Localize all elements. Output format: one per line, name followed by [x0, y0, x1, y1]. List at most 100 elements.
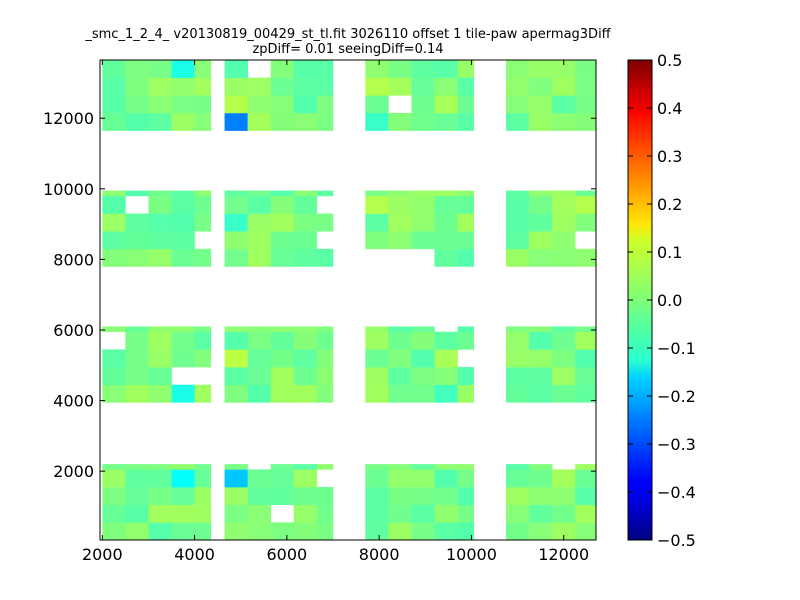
heatmap-cell	[434, 248, 458, 267]
heatmap-cell	[125, 464, 149, 470]
heatmap-cell	[247, 384, 272, 403]
y-tick-label: 2000	[53, 462, 94, 481]
heatmap-cell	[247, 504, 272, 523]
heatmap-cell	[148, 367, 172, 386]
heatmap-cell	[411, 487, 435, 506]
heatmap-cell	[575, 464, 597, 470]
heatmap-cell	[411, 384, 435, 403]
heatmap-cell	[388, 60, 412, 78]
heatmap-cell	[270, 469, 295, 488]
heatmap-cell	[171, 77, 195, 96]
heatmap-cell	[247, 349, 272, 368]
colorbar-tick-label: 0.3	[657, 147, 682, 166]
heatmap-cell	[506, 522, 530, 541]
heatmap-cell	[529, 522, 553, 541]
heatmap-cell	[125, 331, 149, 350]
y-tick-label: 8000	[53, 250, 94, 269]
heatmap-cell	[194, 464, 212, 470]
heatmap-cell	[552, 112, 576, 131]
heatmap-cell	[388, 349, 412, 368]
heatmap-cell	[506, 195, 530, 214]
heatmap-cell	[102, 487, 126, 506]
heatmap-cell	[171, 195, 195, 214]
heatmap-cell	[457, 464, 475, 470]
heatmap-cell	[102, 112, 126, 131]
colorbar-tick-label: −0.1	[657, 339, 696, 358]
heatmap-cell	[552, 469, 576, 488]
heatmap-cell	[529, 331, 553, 350]
heatmap-cell	[365, 384, 389, 403]
heatmap-cell	[194, 95, 212, 114]
heatmap-cell	[434, 487, 458, 506]
heatmap-cell	[552, 349, 576, 368]
heatmap-cell	[316, 349, 334, 368]
heatmap-cell	[270, 326, 295, 333]
heatmap-cell	[171, 487, 195, 506]
heatmap-cell	[148, 504, 172, 523]
heatmap-cell	[316, 384, 334, 403]
heatmap-cell	[270, 195, 295, 214]
heatmap-cell	[102, 464, 126, 470]
heatmap-cell	[575, 77, 597, 96]
heatmap-cell	[365, 95, 389, 114]
heatmap-cell	[102, 60, 126, 78]
heatmap-cell	[552, 190, 576, 197]
heatmap-cell	[388, 77, 412, 96]
heatmap-cell	[506, 349, 530, 368]
heatmap-cell	[148, 112, 172, 131]
plot-background	[100, 60, 596, 540]
heatmap-cell	[148, 331, 172, 350]
heatmap-cell	[102, 77, 126, 96]
heatmap-cell	[575, 384, 597, 403]
heatmap-cell	[575, 213, 597, 232]
heatmap-cell	[247, 367, 272, 386]
heatmap-cell	[102, 522, 126, 541]
heatmap-cell	[529, 367, 553, 386]
heatmap-cell	[293, 190, 318, 197]
heatmap-cell	[388, 231, 412, 250]
heatmap-cell	[552, 195, 576, 214]
colorbar-tick-label: 0.0	[657, 291, 682, 310]
heatmap-cell	[434, 349, 458, 368]
heatmap-cell	[575, 248, 597, 267]
heatmap-cell	[529, 248, 553, 267]
x-tick-label: 12000	[538, 545, 589, 564]
heatmap-cell	[224, 464, 248, 470]
heatmap-cell	[506, 77, 530, 96]
heatmap-cell	[247, 190, 272, 197]
heatmap-cell	[552, 367, 576, 386]
heatmap-cell	[194, 60, 212, 78]
heatmap-cell	[148, 195, 172, 214]
heatmap-cell	[529, 190, 553, 197]
colorbar-tick-label: 0.2	[657, 195, 682, 214]
heatmap-cell	[293, 326, 318, 333]
heatmap-cell	[148, 326, 172, 333]
heatmap-cell	[224, 326, 248, 333]
heatmap-cell	[102, 349, 126, 368]
y-tick-label: 10000	[43, 180, 94, 199]
heatmap-cell	[171, 112, 195, 131]
colorbar-tick-label: −0.2	[657, 387, 696, 406]
heatmap-cell	[365, 60, 389, 78]
heatmap-cell	[270, 487, 295, 506]
heatmap-cell	[457, 60, 475, 78]
heatmap-cell	[457, 95, 475, 114]
heatmap-cell	[293, 522, 318, 541]
x-tick-label: 4000	[174, 545, 215, 564]
heatmap-cell	[552, 231, 576, 250]
heatmap-cell	[224, 77, 248, 96]
heatmap-cell	[270, 190, 295, 197]
heatmap-cell	[316, 112, 334, 131]
heatmap-cell	[148, 522, 172, 541]
heatmap-cell	[270, 367, 295, 386]
heatmap-cell	[434, 213, 458, 232]
heatmap-cell	[194, 213, 212, 232]
heatmap-cell	[125, 231, 149, 250]
heatmap-cell	[194, 487, 212, 506]
heatmap-cell	[125, 326, 149, 333]
heatmap-cell	[125, 190, 149, 197]
chart-title-line-1: _smc_1_2_4_ v20130819_00429_st_tl.fit 30…	[84, 27, 611, 42]
heatmap-cell	[293, 331, 318, 350]
heatmap-cell	[529, 60, 553, 78]
heatmap-cell	[552, 487, 576, 506]
